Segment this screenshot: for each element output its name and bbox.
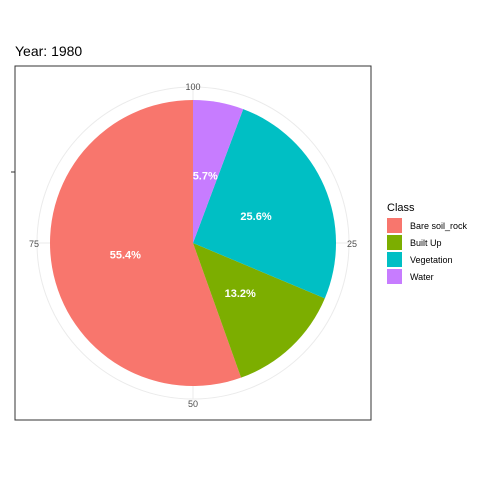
- legend-swatch: [387, 235, 402, 250]
- angular-tick-label: 100: [185, 82, 200, 92]
- data-label: 55.4%: [110, 250, 141, 262]
- percentage-labels: 55.4% 13.2% 25.6% 5.7%: [110, 170, 272, 299]
- angular-tick-label: 75: [29, 239, 39, 249]
- data-label: 25.6%: [240, 211, 271, 223]
- pie-slices: [50, 100, 336, 386]
- legend-swatch: [387, 252, 402, 267]
- data-label: 13.2%: [225, 288, 256, 300]
- data-label: 5.7%: [193, 170, 218, 182]
- legend-label: Bare soil_rock: [410, 221, 468, 231]
- legend-label: Built Up: [410, 238, 442, 248]
- pie-slice-vegetation: [193, 109, 336, 299]
- legend-title: Class: [387, 202, 415, 214]
- legend-swatch: [387, 269, 402, 284]
- legend: Class Bare soil_rock Built Up Vegetation Wa…: [387, 202, 468, 284]
- angular-tick-label: 50: [188, 399, 198, 409]
- legend-swatch: [387, 218, 402, 233]
- legend-label: Vegetation: [410, 255, 453, 265]
- angular-tick-label: 25: [347, 239, 357, 249]
- legend-label: Water: [410, 272, 434, 282]
- pie-slice-built-up: [193, 243, 325, 378]
- legend-items: Bare soil_rock Built Up Vegetation Water: [387, 218, 468, 284]
- pie-slice-bare-soil-rock: [50, 100, 242, 386]
- chart-title: Year: 1980: [15, 43, 82, 59]
- pie-slice-water: [193, 100, 244, 243]
